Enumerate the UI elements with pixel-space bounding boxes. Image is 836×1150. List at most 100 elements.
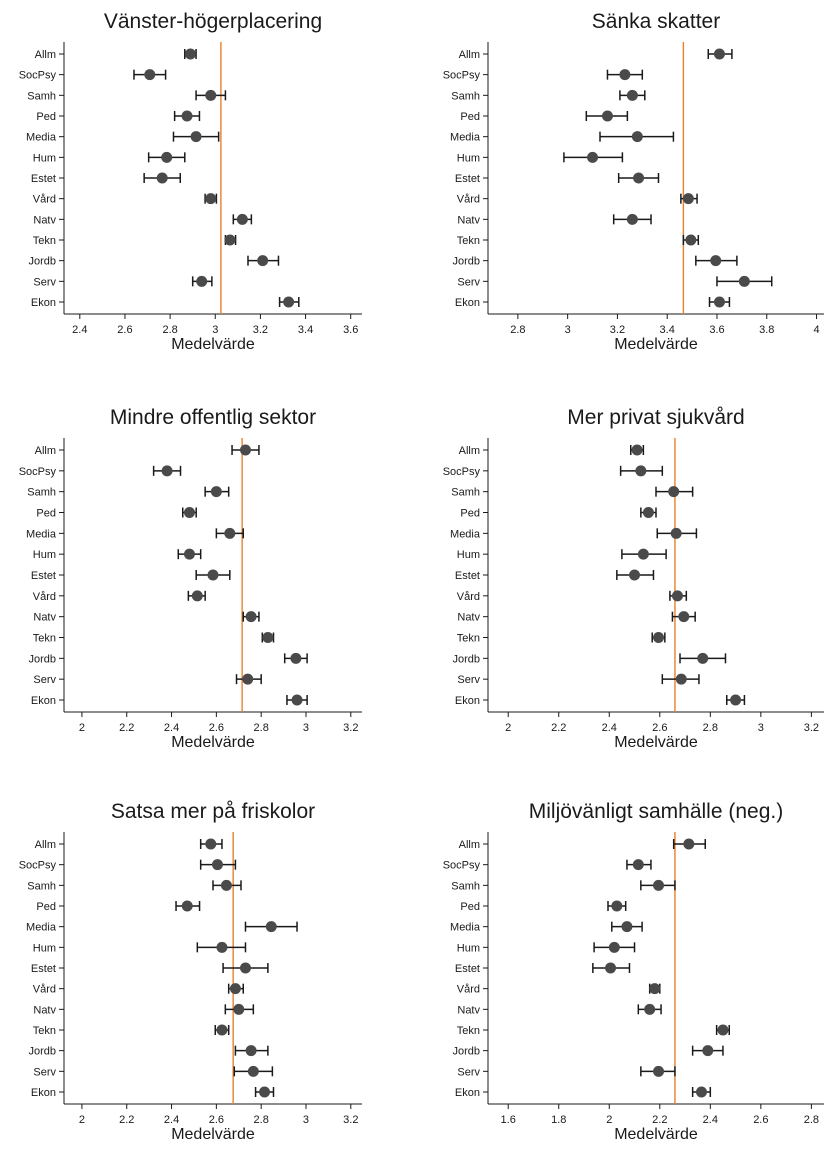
category-label: Serv xyxy=(33,674,56,686)
data-point xyxy=(283,296,295,308)
x-tick-label: 2.6 xyxy=(753,1114,768,1126)
data-point xyxy=(216,1024,228,1036)
x-tick-label: 2.8 xyxy=(703,722,718,734)
category-label: Media xyxy=(26,132,57,144)
data-point xyxy=(247,1065,259,1077)
data-point xyxy=(587,151,599,163)
category-label: Vård xyxy=(457,984,480,996)
category-label: SocPsy xyxy=(443,70,481,82)
category-label: Hum xyxy=(33,549,56,561)
x-tick-label: 2.6 xyxy=(209,722,224,734)
x-tick-label: 1.8 xyxy=(551,1114,566,1126)
data-point xyxy=(257,255,269,267)
category-label: Ekon xyxy=(455,695,480,707)
x-tick-label: 4 xyxy=(813,324,819,336)
data-point xyxy=(608,941,620,953)
chart-title: Miljövänligt samhälle (neg.) xyxy=(529,800,783,823)
x-tick-label: 3 xyxy=(212,324,218,336)
category-label: Ekon xyxy=(31,297,56,309)
data-point xyxy=(678,611,690,623)
x-tick-label: 2.8 xyxy=(510,324,525,336)
category-label: Tekn xyxy=(33,235,56,247)
category-label: Hum xyxy=(457,152,480,164)
category-label: Samh xyxy=(27,880,56,892)
data-point xyxy=(262,632,274,643)
data-point xyxy=(161,151,173,163)
x-tick-label: 2.4 xyxy=(703,1114,718,1126)
category-label: Hum xyxy=(33,152,56,164)
category-label: Serv xyxy=(33,276,56,288)
x-tick-label: 2.4 xyxy=(602,722,617,734)
data-point xyxy=(224,234,236,246)
category-label: Samh xyxy=(451,880,480,892)
category-label: Jordb xyxy=(28,653,56,665)
x-axis-label: Medelvärde xyxy=(614,734,698,751)
data-point xyxy=(191,590,203,602)
x-tick-label: 2.2 xyxy=(652,1114,667,1126)
x-tick-label: 3.6 xyxy=(343,324,358,336)
chart-panel-3: Mindre offentlig sektor 2 2.2 2.4 2.6 2.8 3 3.2… xyxy=(19,406,362,751)
data-point xyxy=(738,275,750,287)
data-point xyxy=(633,172,645,184)
category-label: Vård xyxy=(33,984,56,996)
x-tick-label: 3.4 xyxy=(660,324,675,336)
data-point xyxy=(265,921,277,933)
category-label: Vård xyxy=(33,194,56,206)
data-point xyxy=(211,859,223,871)
category-label: Ped xyxy=(36,901,56,913)
category-label: Allm xyxy=(459,445,480,457)
x-tick-label: 2.6 xyxy=(209,1114,224,1126)
chart-panel-6: Miljövänligt samhälle (neg.) 1.6 1.8 2 2.2 2.… xyxy=(443,800,824,1143)
x-tick-label: 2.2 xyxy=(551,722,566,734)
data-point xyxy=(668,486,680,498)
data-point xyxy=(236,213,248,225)
data-point xyxy=(644,1003,656,1015)
category-label: Natv xyxy=(33,1004,56,1016)
data-point xyxy=(683,838,695,850)
category-label: Tekn xyxy=(33,633,56,645)
data-point xyxy=(702,1045,714,1057)
chart-panel-4: Mer privat sjukvård 2 2.2 2.4 2.6 2.8 3 3.2 Mede… xyxy=(443,406,824,751)
x-tick-label: 3.8 xyxy=(759,324,774,336)
category-label: Samh xyxy=(27,90,56,102)
data-point xyxy=(670,527,682,539)
x-tick-label: 2 xyxy=(79,1114,85,1126)
data-point xyxy=(713,48,725,60)
x-tick-label: 2.4 xyxy=(164,1114,179,1126)
category-label: Ped xyxy=(36,508,56,520)
x-tick-label: 3 xyxy=(303,1114,309,1126)
x-axis-label: Medelvärde xyxy=(171,734,255,751)
category-label: Tekn xyxy=(457,235,480,247)
chart-title: Mer privat sjukvård xyxy=(567,406,744,429)
x-tick-label: 3.2 xyxy=(253,324,268,336)
category-label: Natv xyxy=(457,612,480,624)
category-label: Jordb xyxy=(28,1046,56,1058)
data-point xyxy=(626,89,638,101)
category-label: SocPsy xyxy=(19,466,57,478)
chart-title: Vänster-högerplacering xyxy=(104,10,322,33)
x-tick-label: 2.4 xyxy=(164,722,179,734)
data-point xyxy=(637,548,649,560)
data-point xyxy=(229,983,241,995)
category-label: Serv xyxy=(457,674,480,686)
category-label: Natv xyxy=(457,1004,480,1016)
data-point xyxy=(653,1065,665,1077)
data-point xyxy=(144,69,156,81)
x-tick-label: 3.2 xyxy=(343,1114,358,1126)
data-point xyxy=(611,900,623,912)
x-tick-label: 2.2 xyxy=(119,1114,134,1126)
x-tick-label: 3.2 xyxy=(343,722,358,734)
data-point xyxy=(290,652,302,664)
data-point xyxy=(220,879,232,891)
data-point xyxy=(183,507,195,518)
data-point xyxy=(196,275,208,287)
data-point xyxy=(183,548,195,560)
category-label: Media xyxy=(450,922,481,934)
data-point xyxy=(713,296,725,308)
data-point xyxy=(629,569,641,581)
data-point xyxy=(181,900,193,912)
category-label: Vård xyxy=(33,591,56,603)
data-point xyxy=(710,255,722,267)
category-label: Samh xyxy=(451,487,480,499)
